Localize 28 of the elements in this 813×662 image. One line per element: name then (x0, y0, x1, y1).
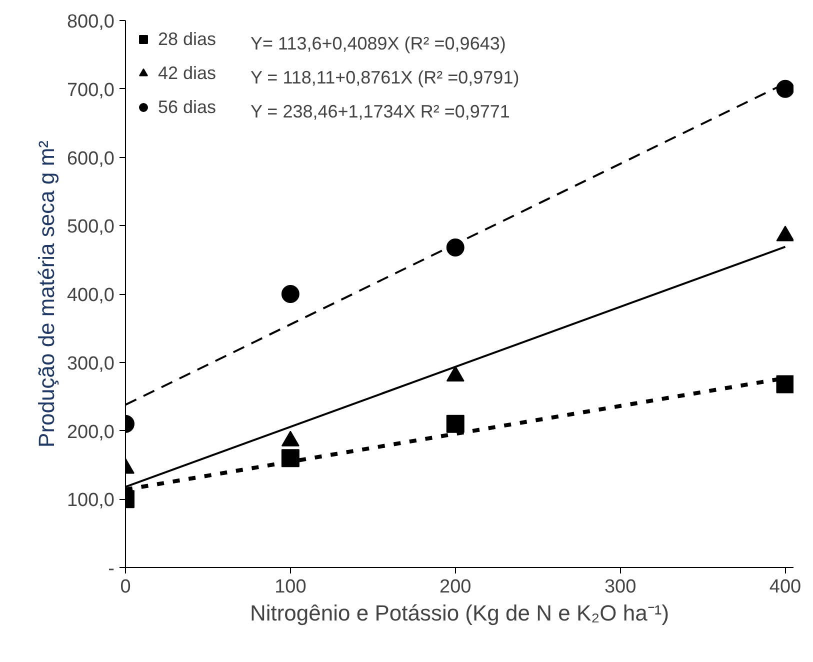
legend-label: 56 dias (158, 96, 216, 118)
x-axis-title: Nitrogênio e Potássio (Kg de N e K₂O ha⁻¹) (250, 600, 670, 626)
x-tick-label: 400 (769, 576, 802, 598)
point (281, 449, 300, 468)
legend-label: 28 dias (158, 28, 216, 50)
y-tick-label: 700,0 (66, 80, 114, 101)
point (776, 80, 794, 98)
point (776, 375, 794, 394)
annotation: Y = 118,11+0,8761X (R² =0,9791) (250, 68, 520, 88)
point (281, 285, 300, 303)
y-tick-label: 500,0 (66, 216, 114, 238)
annotation: Y = 238,46+1,1734X R² =0,9771 (250, 102, 510, 122)
y-tick-label: 400,0 (66, 285, 114, 306)
legend-label: 42 dias (158, 62, 216, 84)
point (446, 414, 464, 433)
point (446, 238, 464, 256)
x-tick-label: 100 (274, 576, 306, 598)
y-tick-label: 200,0 (66, 422, 114, 443)
x-tick-label: 0 (120, 576, 131, 598)
annotation: Y= 113,6+0,4089X (R² =0,9643) (250, 34, 506, 54)
y-tick-label: 600,0 (66, 148, 114, 170)
y-tick-label: - (108, 558, 114, 580)
y-tick-label: 800,0 (66, 12, 114, 32)
y-axis-title: Produção de matéria seca g m² (34, 140, 59, 448)
y-tick-label: 300,0 (66, 353, 114, 374)
x-tick-label: 300 (604, 576, 636, 598)
y-tick-label: 100,0 (66, 490, 114, 512)
x-tick-label: 200 (440, 576, 472, 598)
